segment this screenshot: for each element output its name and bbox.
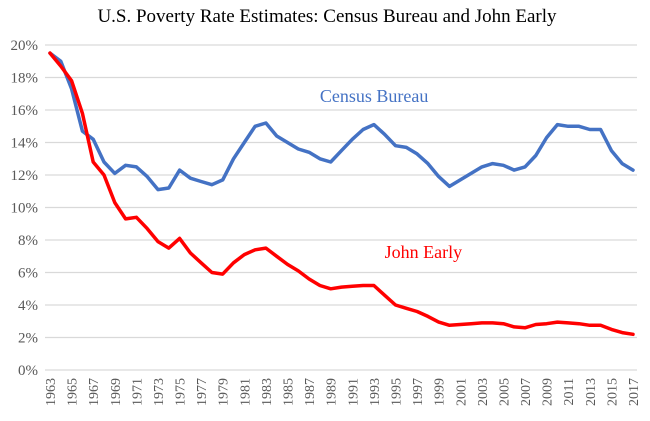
x-tick-label: 1973 [152,378,167,406]
y-tick-label: 16% [11,103,39,119]
x-tick-label: 1993 [368,378,383,406]
y-tick-label: 0% [18,363,38,379]
x-tick-label: 2015 [605,378,620,406]
x-tick-label: 2001 [454,378,469,406]
chart-title: U.S. Poverty Rate Estimates: Census Bure… [97,6,557,27]
y-tick-label: 8% [18,233,38,249]
y-axis-ticks: 0% 2% 4% 6% 8% 10% 12% 14% 16% 18% 20% [11,38,39,379]
y-tick-label: 10% [11,201,39,217]
x-tick-label: 1967 [87,378,102,406]
x-tick-label: 1981 [238,378,253,406]
x-tick-label: 2009 [541,378,556,406]
x-tick-label: 1975 [174,378,189,406]
x-tick-label: 1977 [195,378,210,406]
x-axis-ticks: 1963 1965 1967 1969 1971 1973 1975 1977 1979 1981… [44,378,642,406]
y-tick-label: 4% [18,298,38,314]
y-tick-label: 18% [11,71,39,87]
y-tick-label: 2% [18,331,38,347]
x-tick-label: 1999 [433,378,448,406]
y-tick-label: 20% [11,38,39,54]
x-tick-label: 1997 [411,378,426,406]
y-tick-label: 6% [18,266,38,282]
x-tick-label: 1991 [346,378,361,406]
x-tick-label: 1965 [66,378,81,406]
y-tick-label: 12% [11,168,39,184]
x-tick-label: 1985 [282,378,297,406]
x-tick-label: 1987 [303,378,318,406]
x-tick-label: 2013 [584,378,599,406]
series-labels: Census Bureau John Early [320,86,462,262]
series-lines [48,51,635,337]
x-tick-label: 2003 [476,378,491,406]
series-label-john-early: John Early [385,242,462,262]
x-tick-label: 1963 [44,378,59,406]
series-line-census-bureau [48,51,635,192]
x-tick-label: 1979 [217,378,232,406]
x-tick-label: 2017 [627,378,642,406]
x-tick-label: 2007 [519,378,534,406]
series-label-census-bureau: Census Bureau [320,86,428,106]
x-tick-label: 2011 [562,378,577,405]
y-tick-label: 14% [11,136,39,152]
x-tick-label: 1971 [130,378,145,406]
series-line-john-early [48,51,635,337]
x-tick-label: 1983 [260,378,275,406]
x-tick-label: 2005 [497,378,512,406]
x-tick-label: 1989 [325,378,340,406]
x-tick-label: 1995 [389,378,404,406]
x-tick-label: 1969 [109,378,124,406]
